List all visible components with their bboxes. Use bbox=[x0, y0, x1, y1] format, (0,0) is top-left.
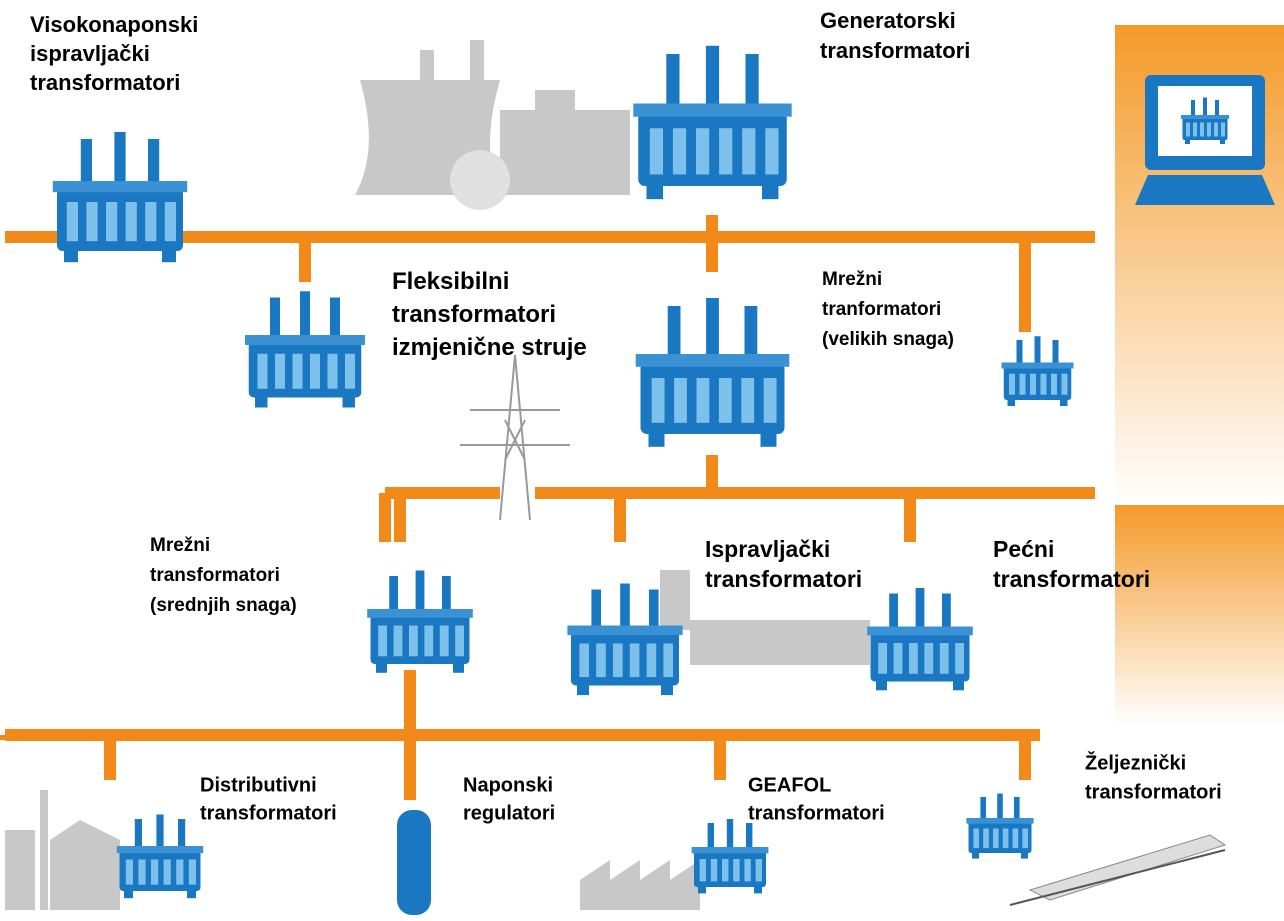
node-label: (velikih snaga) bbox=[822, 329, 954, 350]
node-label: izmjenične struje bbox=[392, 334, 587, 361]
node-label: GEAFOL bbox=[748, 775, 831, 797]
node-label: transformatori bbox=[200, 803, 337, 825]
train bbox=[1009, 834, 1227, 906]
power-plant bbox=[355, 40, 630, 210]
node-label: transformatori bbox=[392, 301, 556, 328]
node-label: transformatori bbox=[1085, 782, 1222, 804]
node-label: transformatori bbox=[150, 565, 280, 586]
node-label: ispravljački bbox=[30, 41, 150, 66]
node-label: Visokonaponski bbox=[30, 12, 198, 37]
city bbox=[5, 790, 120, 910]
node-label: transformatori bbox=[993, 566, 1150, 592]
bus-lines bbox=[0, 215, 1095, 800]
node-label: regulatori bbox=[463, 803, 555, 825]
node-label: Fleksibilni bbox=[392, 268, 509, 295]
node-label: Ispravljački bbox=[705, 536, 830, 562]
node-label: Generatorski bbox=[820, 8, 956, 33]
factory bbox=[580, 860, 700, 910]
node-label: Željeznički bbox=[1085, 751, 1186, 775]
node-label: tranformatori bbox=[822, 299, 941, 320]
node-label: Mrežni bbox=[822, 269, 882, 290]
node-label: transformatori bbox=[705, 566, 862, 592]
node-label: transformatori bbox=[30, 70, 180, 95]
computer-icon bbox=[1135, 75, 1275, 205]
labels: Visokonaponski ispravljački transformatori… bbox=[30, 8, 1222, 825]
pylon bbox=[460, 354, 570, 521]
node-label: transformatori bbox=[748, 803, 885, 825]
node-label: Distributivni bbox=[200, 775, 317, 797]
rectifier-plant bbox=[660, 570, 870, 665]
transformer-icons bbox=[52, 45, 1074, 915]
node-label: Mrežni bbox=[150, 535, 210, 556]
node-label: (srednjih snaga) bbox=[150, 595, 297, 616]
node-label: Naponski bbox=[463, 775, 553, 797]
node-label: transformatori bbox=[820, 38, 970, 63]
node-label: Pećni bbox=[993, 536, 1054, 562]
side-panel bbox=[1115, 505, 1284, 725]
